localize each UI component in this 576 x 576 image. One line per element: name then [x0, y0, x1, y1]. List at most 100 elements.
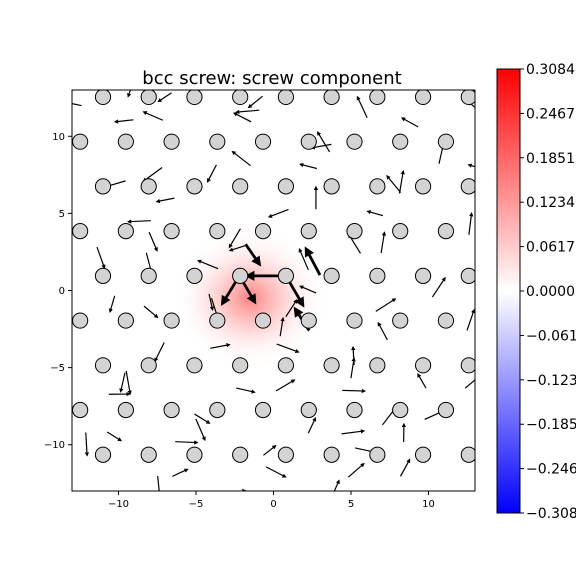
- displacement-arrow: [431, 276, 446, 298]
- displacement-arrow: [276, 343, 300, 354]
- displacement-arrow: [34, 368, 49, 386]
- atom-column-marker: [232, 90, 249, 106]
- atom-column-marker: [300, 401, 317, 419]
- displacement-arrow: [197, 259, 219, 270]
- atom-column-marker: [438, 492, 453, 507]
- colorbar-tick-label: 0.2467: [526, 106, 575, 122]
- displacement-arrow: [41, 472, 62, 474]
- displacement-arrow: [119, 372, 126, 393]
- displacement-arrow: [464, 379, 475, 389]
- displacement-arrow: [207, 164, 217, 183]
- displacement-arrow: [228, 245, 246, 252]
- displacement-arrow: [127, 219, 151, 224]
- displacement-arrow: [333, 479, 340, 491]
- atom-column-marker: [323, 357, 340, 374]
- atom-column-marker: [323, 90, 340, 106]
- displacement-arrow: [58, 163, 66, 183]
- colorbar-tick-label: −0.2467: [526, 462, 576, 478]
- displacement-arrow: [467, 163, 475, 168]
- displacement-arrow: [265, 466, 287, 478]
- atom-column-marker: [163, 223, 180, 240]
- atom-column-marker: [414, 90, 432, 106]
- displacement-arrow: [275, 379, 296, 392]
- x-tick-label: 0: [270, 499, 276, 510]
- atom-column-marker: [72, 223, 89, 240]
- displacement-arrow: [386, 174, 402, 193]
- atom-column-marker: [369, 357, 386, 374]
- displacement-arrow: [307, 417, 317, 434]
- displacement-arrow: [401, 74, 420, 76]
- atom-column-marker: [346, 312, 363, 329]
- displacement-arrow: [208, 293, 215, 311]
- displacement-arrow: [148, 231, 158, 252]
- atom-column-marker: [140, 446, 157, 463]
- colorbar-tick-label: 0.0000: [526, 284, 575, 300]
- atom-column-marker: [186, 446, 203, 463]
- displacement-arrow: [398, 169, 405, 194]
- colorbar-tick-label: 0.0617: [526, 240, 575, 256]
- atom-column-marker: [300, 133, 317, 150]
- atom-column-marker: [117, 133, 134, 150]
- displacement-arrow: [375, 298, 397, 312]
- atom-column-marker: [460, 446, 475, 463]
- displacement-arrow: [341, 429, 366, 435]
- displacement-arrow: [53, 299, 59, 315]
- atom-column-marker: [323, 446, 340, 463]
- atom-column-marker: [369, 178, 386, 195]
- atom-column-marker: [255, 492, 270, 507]
- y-tick-label: −5: [50, 363, 65, 374]
- displacement-arrow: [155, 197, 175, 204]
- displacement-arrow: [298, 247, 309, 271]
- atom-column-marker: [254, 133, 272, 150]
- displacement-arrow: [267, 208, 289, 218]
- x-axis: −10 −5 0 5 10: [108, 491, 435, 510]
- atom-column-marker: [232, 446, 249, 463]
- atom-column-marker: [277, 267, 294, 284]
- atom-column-marker: [94, 267, 112, 284]
- atom-column-marker: [209, 223, 226, 240]
- displacement-arrow: [228, 228, 241, 249]
- atom-column-marker: [72, 133, 89, 150]
- displacement-arrow: [366, 210, 384, 217]
- atom-column-marker: [186, 267, 203, 284]
- displacement-arrow: [400, 117, 419, 128]
- atom-column-marker: [140, 90, 157, 106]
- atom-column-marker: [346, 401, 363, 419]
- atom-column-marker: [277, 90, 294, 106]
- atom-columns: [72, 90, 475, 507]
- displacement-arrow: [142, 111, 164, 121]
- displacement-arrow: [399, 458, 411, 477]
- atom-column-marker: [392, 401, 409, 419]
- chart-title: bcc screw: screw component: [142, 68, 401, 89]
- displacement-arrow: [417, 373, 427, 389]
- displacement-arrow: [491, 430, 496, 449]
- atom-column-marker: [369, 267, 386, 284]
- x-tick-label: 10: [422, 499, 435, 510]
- atom-column-marker: [94, 90, 112, 106]
- colorbar-tick-label: −0.0617: [526, 328, 576, 344]
- displacement-arrow: [106, 431, 123, 442]
- atom-column-marker: [392, 133, 409, 150]
- displacement-arrow: [157, 92, 172, 103]
- displacement-arrow: [380, 231, 387, 254]
- displacement-arrow: [157, 476, 160, 491]
- displacement-arrow: [125, 370, 132, 395]
- y-axis: −10 −5 0 5 10: [44, 132, 72, 451]
- atom-column-marker: [414, 267, 432, 284]
- displacement-arrow: [468, 212, 474, 235]
- atom-column-marker: [163, 312, 180, 329]
- displacement-arrow: [101, 490, 103, 491]
- atom-column-marker: [254, 401, 272, 419]
- y-tick-label: 5: [59, 209, 65, 220]
- displacement-arrow: [310, 143, 332, 150]
- displacement-arrow: [175, 440, 199, 445]
- atom-column-marker: [392, 223, 409, 240]
- atom-column-marker: [414, 178, 432, 195]
- displacement-arrow: [299, 162, 318, 170]
- displacement-arrow: [195, 418, 206, 442]
- displacement-arrow: [235, 109, 260, 115]
- atom-column-marker: [323, 267, 340, 284]
- displacement-arrow: [316, 131, 331, 153]
- displacement-arrow: [231, 150, 251, 167]
